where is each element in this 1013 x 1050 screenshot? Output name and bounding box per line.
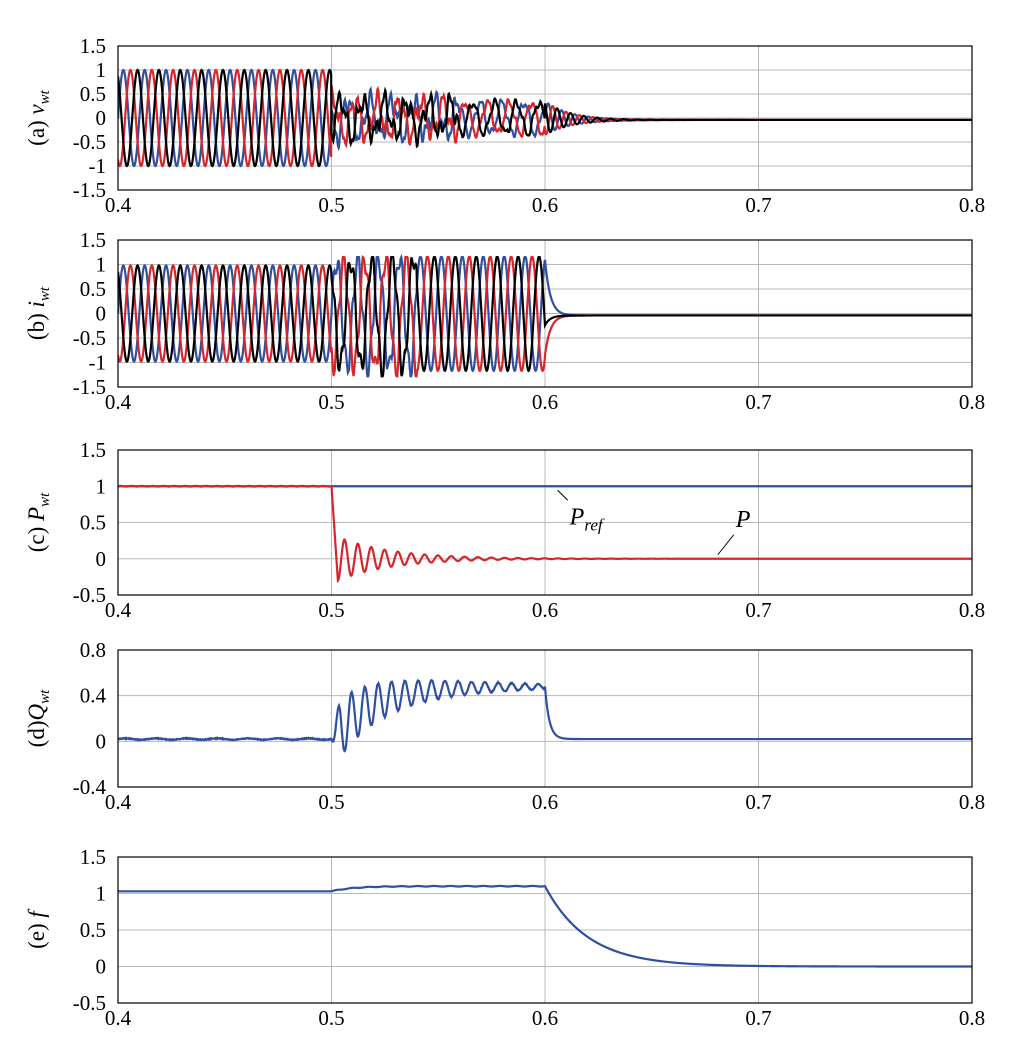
- y-tick-label: 0: [96, 302, 107, 326]
- x-tick-label: 0.5: [318, 598, 344, 622]
- x-tick-label: 0.8: [959, 1006, 985, 1030]
- x-tick-label: 0.4: [105, 1006, 132, 1030]
- panel-b: 0.4 0.5 0.6 0.7 0.81.510.50-0.5-1-1.5(b) iwt: [24, 228, 985, 414]
- x-tick-label: 0.8: [959, 390, 985, 414]
- panel-d: 0.4 0.5 0.6 0.7 0.8 0.8 0.4 0 -0.4 (d)Qwt: [24, 638, 985, 814]
- x-tick-label: 0.7: [745, 598, 771, 622]
- y-tick-label: 0.5: [80, 82, 106, 106]
- x-tick-label: 0.8: [959, 193, 985, 217]
- axes-box: [117, 649, 973, 788]
- series-line-0: [118, 678, 972, 753]
- y-tick-label: 0: [96, 955, 107, 979]
- y-axis-label: (d)Qwt: [24, 689, 53, 747]
- series-line-p: [118, 484, 972, 584]
- axes-box: [117, 449, 973, 596]
- series-line-0: [118, 884, 972, 968]
- series-line-2: [118, 68, 972, 168]
- x-tick-label: 0.5: [318, 1006, 344, 1030]
- x-tick-label: 0.5: [318, 390, 344, 414]
- y-tick-label: -1: [89, 154, 107, 178]
- axes-box: [117, 45, 973, 191]
- y-tick-label: -0.5: [73, 326, 106, 350]
- x-tick-label: 0.4: [105, 193, 132, 217]
- y-tick-label: -1.5: [73, 375, 106, 399]
- annotation-label: Pref: [569, 504, 605, 534]
- axes-box: [117, 239, 973, 388]
- y-tick-label: 0: [96, 106, 107, 130]
- x-tick-label: 0.6: [532, 790, 558, 814]
- x-tick-label: 0.6: [532, 598, 558, 622]
- x-tick-label: 0.4: [105, 790, 132, 814]
- annotation-label: P: [735, 507, 751, 533]
- x-tick-label: 0.7: [745, 790, 771, 814]
- y-tick-label: -0.4: [73, 775, 107, 799]
- y-tick-label: -0.5: [73, 991, 106, 1015]
- y-tick-label: 1.5: [80, 438, 106, 462]
- y-axis-label: (a) vwt: [24, 89, 53, 146]
- x-tick-label: 0.8: [959, 598, 985, 622]
- x-tick-label: 0.5: [318, 193, 344, 217]
- y-tick-label: -0.5: [73, 583, 106, 607]
- panel-a: 0.4 0.5 0.6 0.7 0.81.510.50-0.5-1-1.5(a) vwt: [24, 34, 985, 217]
- y-tick-label: 0: [96, 547, 107, 571]
- x-tick-label: 0.8: [959, 790, 985, 814]
- x-tick-label: 0.7: [745, 1006, 771, 1030]
- x-tick-label: 0.6: [532, 390, 558, 414]
- x-tick-label: 0.4: [105, 598, 132, 622]
- y-axis-label: (b) iwt: [24, 286, 53, 340]
- series-line-2: [118, 256, 972, 378]
- y-axis-label: (c) Pwt: [24, 492, 53, 552]
- y-tick-label: 1: [96, 474, 107, 498]
- x-tick-label: 0.7: [745, 390, 771, 414]
- y-tick-label: 0: [96, 729, 107, 753]
- y-tick-label: 0.4: [80, 684, 107, 708]
- y-tick-label: 0.5: [80, 511, 106, 535]
- y-tick-label: 1: [96, 253, 107, 277]
- y-tick-label: -1: [89, 351, 107, 375]
- y-tick-label: 1.5: [80, 34, 106, 58]
- x-tick-label: 0.6: [532, 193, 558, 217]
- annotation-leader: [557, 489, 569, 501]
- y-tick-label: 0.5: [80, 277, 106, 301]
- y-axis-label: (e) f: [24, 908, 49, 949]
- x-tick-label: 0.4: [105, 390, 132, 414]
- panel-c: 0.4 0.5 0.6 0.7 0.8 1.5 1 0.5 0 -0.5 (c) Pwt Pref P: [24, 438, 985, 622]
- y-tick-label: 1.5: [80, 228, 106, 252]
- x-tick-label: 0.6: [532, 1006, 558, 1030]
- x-tick-label: 0.7: [745, 193, 771, 217]
- annotation-leader: [717, 534, 735, 556]
- y-tick-label: 1: [96, 58, 107, 82]
- y-tick-label: 1.5: [80, 845, 106, 869]
- y-tick-label: 1: [96, 882, 107, 906]
- y-tick-label: 0.5: [80, 918, 106, 942]
- y-tick-label: -1.5: [73, 178, 106, 202]
- y-tick-label: 0.8: [80, 638, 106, 662]
- panel-e: 0.4 0.5 0.6 0.7 0.8 1.5 1 0.5 0 -0.5 (e) f: [24, 845, 985, 1030]
- x-tick-label: 0.5: [318, 790, 344, 814]
- axes-box: [117, 856, 973, 1004]
- y-tick-label: -0.5: [73, 130, 106, 154]
